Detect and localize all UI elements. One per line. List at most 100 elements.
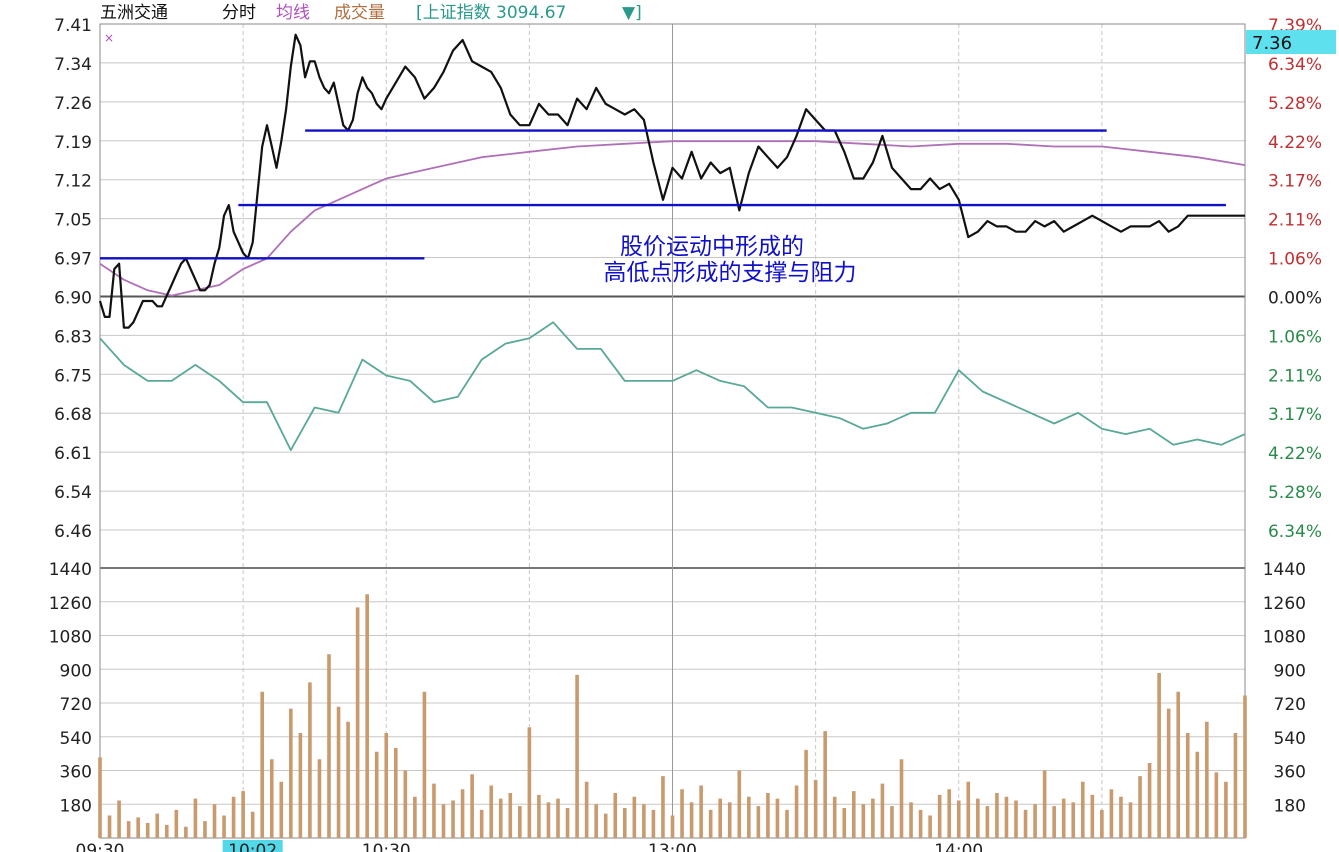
volume-bar xyxy=(413,796,417,838)
volume-bar xyxy=(661,776,665,838)
volume-bar xyxy=(231,796,236,838)
volume-bar xyxy=(289,708,293,838)
volume-bar xyxy=(489,785,494,838)
volume-bar xyxy=(1061,798,1066,838)
volume-bar xyxy=(918,809,923,838)
volume-bar xyxy=(937,794,942,838)
volume-bar xyxy=(508,793,513,838)
volume-bar xyxy=(603,813,608,838)
time-tick-label: 10:02 xyxy=(228,841,277,852)
percent-tick-label: 3.17% xyxy=(1268,172,1322,192)
time-tick-label: 10:30 xyxy=(362,841,411,852)
volume-bar xyxy=(956,800,961,838)
volume-bar xyxy=(766,793,770,838)
volume-bar xyxy=(403,770,408,838)
volume-bar xyxy=(136,817,140,838)
volume-bar xyxy=(1090,794,1095,838)
volume-bar xyxy=(98,757,102,838)
volume-tick-label: 180 xyxy=(60,796,92,816)
percent-tick-label: 3.17% xyxy=(1268,405,1322,425)
index-line xyxy=(99,321,1246,452)
volume-bar xyxy=(794,785,799,838)
volume-bar xyxy=(184,826,188,838)
volume-bar xyxy=(470,774,474,838)
volume-bar xyxy=(441,804,446,838)
volume-bar xyxy=(1119,796,1123,838)
volume-bar xyxy=(851,791,856,838)
volume-bar xyxy=(823,731,827,838)
volume-bar xyxy=(813,779,818,838)
volume-tick-label-right: 540 xyxy=(1274,729,1306,749)
volume-bar xyxy=(1023,809,1028,838)
volume-bar xyxy=(747,796,751,838)
volume-bar xyxy=(1138,776,1142,838)
percent-tick-label: 5.28% xyxy=(1268,94,1322,114)
volume-bar xyxy=(1147,763,1152,838)
volume-bar xyxy=(756,806,761,838)
price-tick-label: 6.68 xyxy=(54,405,92,425)
percent-tick-label: 2.11% xyxy=(1268,211,1322,231)
volume-bar xyxy=(785,809,789,838)
avg-line-legend: 均线 xyxy=(276,3,310,23)
volume-bar xyxy=(1052,806,1056,838)
volume-bar xyxy=(613,793,618,838)
price-tick-label: 6.97 xyxy=(54,250,92,270)
volume-bar xyxy=(976,798,980,838)
volume-bar xyxy=(1214,772,1219,838)
volume-bar xyxy=(1014,800,1018,838)
price-line xyxy=(98,33,1245,329)
volume-tick-label-right: 1440 xyxy=(1263,560,1306,580)
volume-bar xyxy=(966,781,971,838)
stock-name: 五洲交通 xyxy=(100,3,168,23)
volume-tick-label-right: 360 xyxy=(1274,763,1306,783)
volume-bar xyxy=(479,809,484,838)
volume-bar xyxy=(1185,733,1190,838)
volume-bar xyxy=(250,811,255,838)
time-tick-label: 14:00 xyxy=(934,841,983,852)
volume-bar xyxy=(527,727,532,838)
price-tick-label: 6.46 xyxy=(54,522,92,542)
volume-bar xyxy=(708,809,713,838)
percent-tick-label: 4.22% xyxy=(1268,133,1322,153)
volume-bar xyxy=(718,798,723,838)
percent-tick-label: 1.06% xyxy=(1268,250,1322,270)
percent-tick-label: 6.34% xyxy=(1268,55,1322,75)
percent-tick-label: 6.34% xyxy=(1268,522,1322,542)
volume-tick-label: 540 xyxy=(60,729,92,749)
volume-bar xyxy=(651,809,656,838)
volume-bar xyxy=(1004,796,1009,838)
volume-bar xyxy=(355,607,360,838)
percent-tick-label: 4.22% xyxy=(1268,444,1322,464)
volume-bar xyxy=(1100,809,1104,838)
volume-bar xyxy=(1224,781,1228,838)
volume-tick-label: 720 xyxy=(60,695,92,715)
price-tick-label: 6.75 xyxy=(54,366,92,386)
volume-bar xyxy=(174,809,179,838)
volume-bar xyxy=(1243,695,1247,838)
volume-bar xyxy=(203,821,207,838)
price-tick-label: 7.26 xyxy=(54,94,92,114)
time-tick-label: 09:30 xyxy=(76,841,125,852)
volume-bar xyxy=(126,821,131,838)
volume-bar xyxy=(298,733,303,838)
volume-bar xyxy=(584,781,589,838)
price-tick-label: 6.83 xyxy=(54,327,92,347)
percent-tick-label: 1.06% xyxy=(1268,327,1322,347)
percent-tick-label: 5.28% xyxy=(1268,483,1322,503)
chart-mode-label[interactable]: 分时 xyxy=(222,3,256,23)
index-legend: [上证指数 3094.67 xyxy=(416,3,567,23)
volume-bar xyxy=(193,798,198,838)
volume-bar xyxy=(212,804,217,838)
volume-bar xyxy=(804,749,808,838)
price-tick-label: 6.54 xyxy=(54,483,92,503)
volume-bar xyxy=(518,806,522,838)
volume-bar xyxy=(222,815,226,838)
volume-bar xyxy=(336,706,341,838)
volume-bar xyxy=(670,815,675,838)
current-price-value: 7.36 xyxy=(1252,33,1292,54)
volume-bar xyxy=(565,808,570,838)
time-tick-label: 13:00 xyxy=(648,841,697,852)
volume-bar xyxy=(928,815,932,838)
